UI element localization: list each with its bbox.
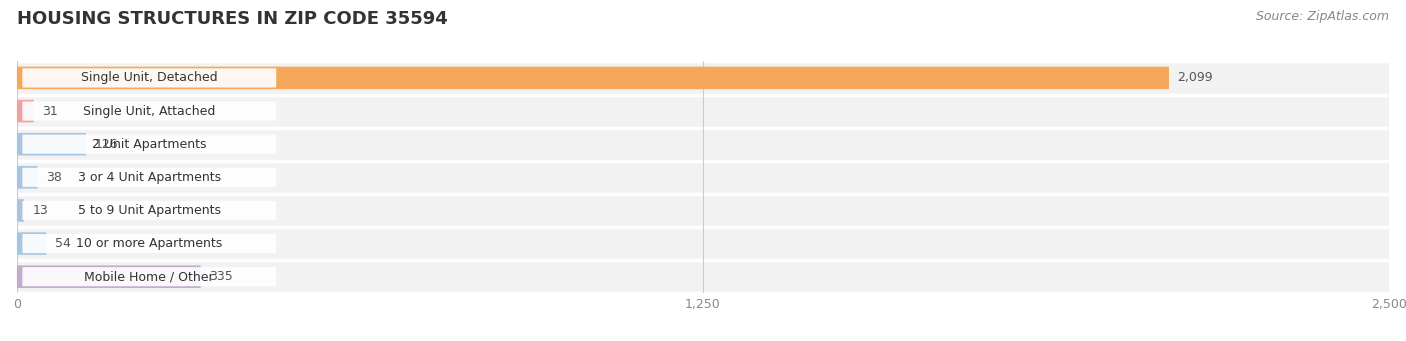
FancyBboxPatch shape xyxy=(22,102,276,121)
Bar xyxy=(17,227,1389,260)
Text: Source: ZipAtlas.com: Source: ZipAtlas.com xyxy=(1256,10,1389,23)
Text: 2 Unit Apartments: 2 Unit Apartments xyxy=(91,138,207,151)
Bar xyxy=(17,128,1389,161)
FancyBboxPatch shape xyxy=(22,267,276,286)
Text: Mobile Home / Other: Mobile Home / Other xyxy=(84,270,214,283)
Text: 38: 38 xyxy=(46,171,62,184)
Bar xyxy=(17,260,1389,293)
Text: 335: 335 xyxy=(209,270,233,283)
Text: 3 or 4 Unit Apartments: 3 or 4 Unit Apartments xyxy=(77,171,221,184)
FancyBboxPatch shape xyxy=(17,166,38,189)
Bar xyxy=(17,94,1389,128)
FancyBboxPatch shape xyxy=(22,68,276,88)
Text: 54: 54 xyxy=(55,237,70,250)
Bar xyxy=(17,161,1389,194)
FancyBboxPatch shape xyxy=(22,135,276,154)
FancyBboxPatch shape xyxy=(17,100,34,122)
FancyBboxPatch shape xyxy=(22,234,276,253)
Text: 10 or more Apartments: 10 or more Apartments xyxy=(76,237,222,250)
Bar xyxy=(17,61,1389,94)
FancyBboxPatch shape xyxy=(17,133,86,155)
FancyBboxPatch shape xyxy=(17,232,46,255)
FancyBboxPatch shape xyxy=(17,67,1168,89)
Bar xyxy=(17,194,1389,227)
Text: HOUSING STRUCTURES IN ZIP CODE 35594: HOUSING STRUCTURES IN ZIP CODE 35594 xyxy=(17,10,447,28)
FancyBboxPatch shape xyxy=(22,168,276,187)
Text: 126: 126 xyxy=(94,138,118,151)
FancyBboxPatch shape xyxy=(17,199,24,222)
Text: 5 to 9 Unit Apartments: 5 to 9 Unit Apartments xyxy=(77,204,221,217)
Text: 13: 13 xyxy=(32,204,48,217)
Text: Single Unit, Detached: Single Unit, Detached xyxy=(82,72,218,85)
FancyBboxPatch shape xyxy=(22,201,276,220)
Text: 2,099: 2,099 xyxy=(1177,72,1213,85)
FancyBboxPatch shape xyxy=(17,265,201,288)
Text: Single Unit, Attached: Single Unit, Attached xyxy=(83,105,215,118)
Text: 31: 31 xyxy=(42,105,58,118)
